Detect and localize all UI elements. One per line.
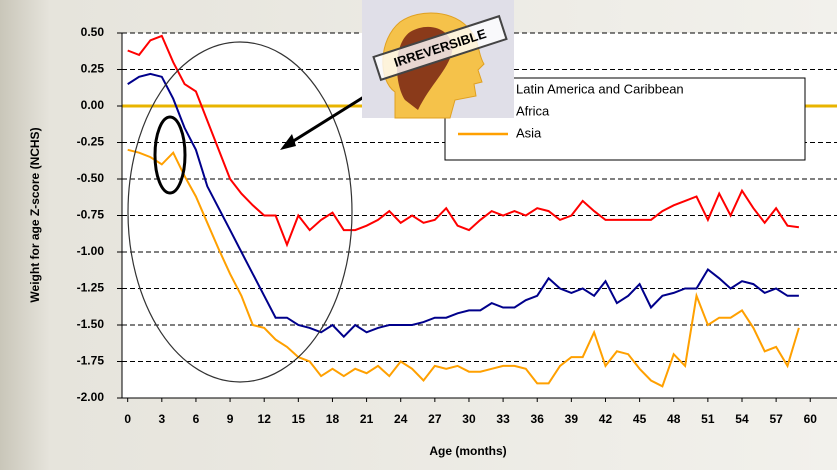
x-tick-label: 48	[667, 412, 681, 426]
y-tick-label: -0.25	[77, 135, 105, 149]
x-tick-label: 45	[633, 412, 647, 426]
x-tick-label: 54	[735, 412, 749, 426]
x-tick-label: 60	[804, 412, 818, 426]
x-tick-label: 9	[227, 412, 234, 426]
arrow	[286, 88, 376, 147]
x-tick-label: 39	[565, 412, 579, 426]
y-tick-label: -0.75	[77, 208, 105, 222]
x-tick-label: 27	[428, 412, 442, 426]
x-tick-label: 15	[292, 412, 306, 426]
small-ellipse	[153, 115, 187, 195]
x-tick-label: 18	[326, 412, 340, 426]
x-tick-label: 57	[769, 412, 783, 426]
y-tick-label: -1.75	[77, 354, 105, 368]
series-line	[127, 34, 800, 248]
x-tick-label: 3	[158, 412, 165, 426]
y-tick-label: 0.50	[81, 25, 105, 39]
x-tick-label: 42	[599, 412, 613, 426]
x-tick-label: 0	[124, 412, 131, 426]
x-tick-label: 30	[462, 412, 476, 426]
y-axis-label: Weight for age Z-score (NCHS)	[28, 127, 42, 302]
series-line	[127, 72, 799, 339]
y-tick-label: -1.00	[77, 244, 105, 258]
x-tick-label: 36	[531, 412, 545, 426]
legend-label: Asia	[516, 125, 542, 140]
y-tick-label: -0.50	[77, 171, 105, 185]
x-tick-label: 51	[701, 412, 715, 426]
y-tick-label: -1.50	[77, 317, 105, 331]
series-line	[127, 148, 800, 388]
y-tick-label: 0.00	[81, 98, 105, 112]
arrow-head	[280, 134, 296, 150]
legend-label: Latin America and Caribbean	[516, 81, 684, 96]
y-tick-label: -1.25	[77, 281, 105, 295]
x-tick-label: 21	[360, 412, 374, 426]
lines	[127, 34, 800, 388]
x-tick-label: 6	[193, 412, 200, 426]
ellipse	[127, 41, 353, 383]
x-axis-label: Age (months)	[429, 444, 506, 458]
stamp	[372, 14, 508, 82]
legend-label: Africa	[516, 103, 550, 118]
x-tick-label: 24	[394, 412, 408, 426]
x-tick-label: 33	[496, 412, 510, 426]
y-tick-label: 0.25	[81, 62, 105, 76]
head-image: IRREVERSIBLE	[362, 0, 514, 119]
x-tick-label: 12	[258, 412, 272, 426]
y-tick-label: -2.00	[77, 390, 105, 404]
